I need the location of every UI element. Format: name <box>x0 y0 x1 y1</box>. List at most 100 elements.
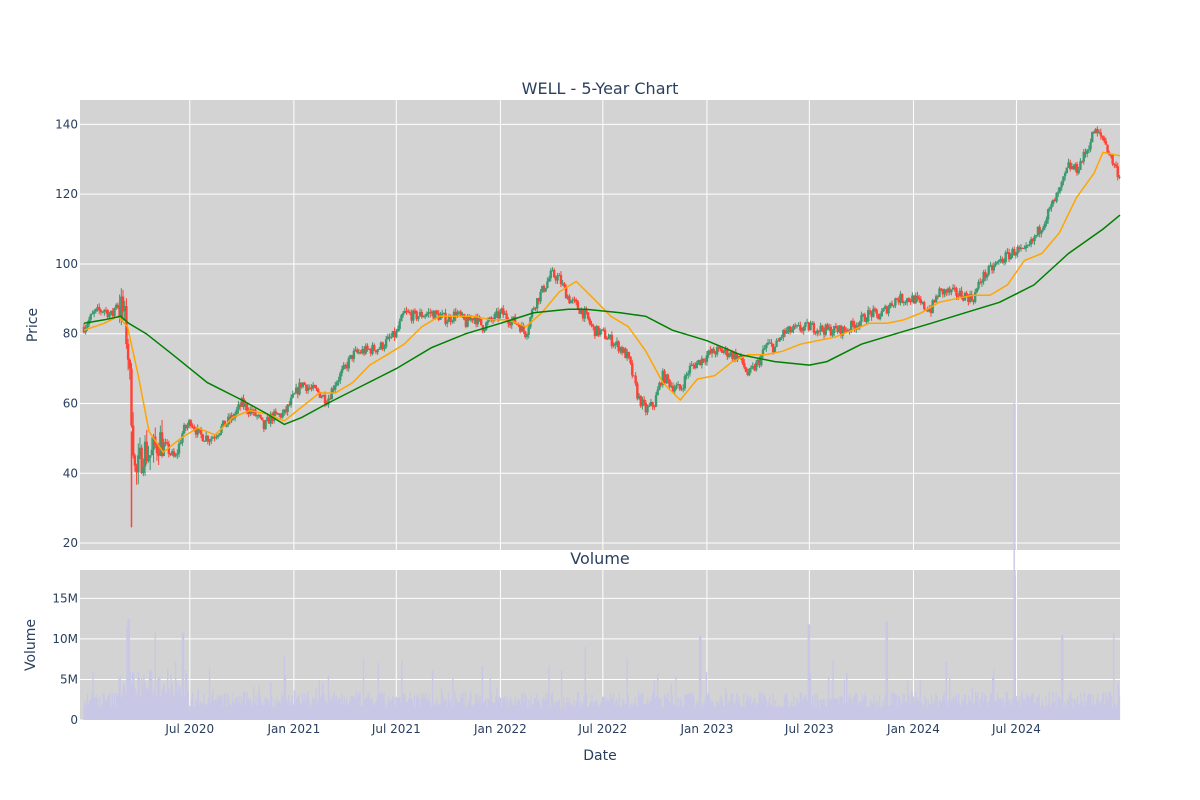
volume-bar <box>472 705 474 720</box>
volume-bar <box>274 699 276 720</box>
volume-bar <box>458 701 461 720</box>
volume-bar <box>1031 693 1033 720</box>
candle-body <box>1060 181 1063 188</box>
volume-bar <box>456 701 459 720</box>
volume-bar <box>473 703 476 720</box>
volume-bar <box>1003 707 1005 720</box>
volume-bar <box>179 686 181 720</box>
candle-body <box>130 368 133 426</box>
candle-body <box>123 306 126 312</box>
volume-bar <box>885 621 888 720</box>
candle-body <box>882 308 885 312</box>
candle-body <box>760 355 763 366</box>
volume-bar <box>748 699 751 720</box>
volume-bar <box>684 693 686 720</box>
volume-bar <box>696 700 699 720</box>
volume-bar <box>1050 703 1053 720</box>
candle-body <box>391 330 395 338</box>
volume-bar <box>530 694 532 720</box>
price-tick-label: 80 <box>63 327 78 341</box>
volume-bar <box>1073 699 1075 720</box>
volume-bar <box>443 699 445 720</box>
volume-bar <box>276 697 279 720</box>
candle-body <box>182 424 186 434</box>
candle-body <box>547 278 551 282</box>
volume-bar <box>225 707 228 720</box>
candle-body <box>86 324 89 328</box>
candle-body <box>315 387 318 390</box>
volume-bar <box>1024 701 1027 720</box>
volume-bar <box>107 695 109 720</box>
candle-body <box>860 315 863 322</box>
volume-bar <box>283 655 285 720</box>
candle-body <box>254 409 257 416</box>
candle-body <box>405 310 408 312</box>
candle-body <box>741 354 744 364</box>
volume-bar <box>500 706 503 720</box>
candle-body <box>115 304 118 309</box>
volume-bar <box>414 707 417 720</box>
candle-body <box>479 319 483 326</box>
candle-body <box>446 321 449 324</box>
candle-body <box>831 332 834 336</box>
volume-bar <box>576 691 579 720</box>
volume-bar <box>589 702 591 720</box>
volume-bar <box>709 696 711 720</box>
volume-bar <box>216 694 219 720</box>
volume-bar <box>574 706 576 720</box>
candle-body <box>259 414 262 418</box>
volume-bar <box>211 694 213 720</box>
candle-body <box>283 409 286 413</box>
volume-bar <box>174 662 177 720</box>
candle-body <box>846 329 850 332</box>
candle-body <box>858 321 861 327</box>
candle-body <box>1062 176 1065 182</box>
volume-bar <box>426 698 428 720</box>
candle-body <box>176 453 179 455</box>
volume-bar <box>91 693 93 720</box>
volume-bar <box>238 696 240 720</box>
candle-body <box>714 353 717 355</box>
volume-bar <box>1114 703 1116 720</box>
candle-body <box>403 310 406 314</box>
volume-bar <box>103 694 106 720</box>
volume-bar <box>345 697 348 720</box>
candle-body <box>468 316 471 321</box>
price-tick-label: 100 <box>55 257 78 271</box>
volume-bar <box>411 698 413 720</box>
volume-bar <box>965 703 968 720</box>
volume-bar <box>312 699 315 720</box>
volume-bar <box>953 700 955 720</box>
candle-body <box>1055 192 1058 202</box>
candle-body <box>646 406 649 413</box>
volume-tick-label: 10M <box>52 632 78 646</box>
volume-bar <box>1091 704 1093 720</box>
volume-bar <box>367 693 369 720</box>
volume-bar <box>237 701 239 720</box>
candle-body <box>1001 258 1004 263</box>
volume-bar <box>1007 699 1010 720</box>
volume-bar <box>747 696 749 720</box>
candle-body <box>780 337 783 339</box>
volume-bar <box>800 692 803 720</box>
volume-bar <box>728 701 730 720</box>
volume-bar <box>463 705 465 720</box>
volume-bar <box>294 702 297 720</box>
candle-body <box>116 304 120 307</box>
candle-body <box>855 325 858 329</box>
volume-bar <box>151 671 153 720</box>
volume-bar <box>827 677 830 720</box>
candle-body <box>970 294 973 301</box>
volume-bar <box>745 701 747 720</box>
volume-bar <box>971 688 974 720</box>
volume-bar <box>522 692 524 720</box>
volume-bar <box>277 702 280 720</box>
volume-bar <box>936 696 938 720</box>
volume-bar <box>479 696 481 720</box>
volume-bar <box>1056 707 1058 720</box>
volume-bar <box>746 694 748 720</box>
volume-bar <box>336 704 339 720</box>
candle-body <box>761 349 765 356</box>
volume-bar <box>370 698 373 720</box>
volume-bar <box>952 696 954 720</box>
